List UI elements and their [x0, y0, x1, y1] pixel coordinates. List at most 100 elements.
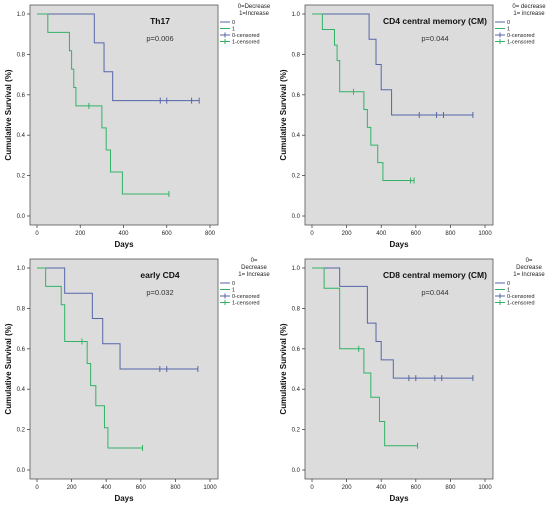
y-tick-label: 0.2	[292, 428, 301, 434]
y-tick-label: 0.2	[292, 174, 301, 180]
y-tick-label: 0.6	[292, 347, 301, 353]
x-tick-label: 0	[35, 231, 39, 237]
legend-title: Decrease	[516, 265, 542, 271]
y-tick-label: 0.4	[292, 133, 301, 139]
legend-entry: 1	[232, 288, 235, 294]
legend-entry: 1-censored	[232, 301, 260, 307]
legend-title: 0=	[526, 258, 533, 264]
x-tick-label: 200	[342, 485, 353, 491]
x-tick-label: 0	[310, 485, 314, 491]
km-plot: 0.0 0.2 0.4 0.6 0.8 1.0 0 200 400 600 800 1000 Days C…	[279, 258, 545, 503]
x-tick-label: 800	[445, 485, 456, 491]
x-axis-label: Days	[389, 240, 409, 249]
x-tick-label: 400	[376, 485, 387, 491]
chart-panel-early-cd4: 0.0 0.2 0.4 0.6 0.8 1.0 0 200 400 600 800 1000 Days C…	[0, 254, 275, 507]
p-value: p=0.044	[421, 34, 448, 43]
legend-entry: 0-censored	[232, 294, 260, 300]
legend-entry: 1-censored	[507, 40, 535, 46]
chart-title: CD8 central memory (CM)	[383, 270, 487, 280]
x-tick-label: 0	[310, 231, 314, 237]
x-tick-label: 400	[101, 485, 112, 491]
x-axis-label: Days	[114, 240, 134, 249]
x-tick-label: 200	[67, 485, 78, 491]
survival-curve-0	[312, 13, 473, 116]
legend-title: 0=	[251, 258, 258, 264]
km-plot: 0.0 0.2 0.4 0.6 0.8 1.0 0 200 400 600 800 1000 Days C…	[279, 4, 546, 249]
km-plot: 0.0 0.2 0.4 0.6 0.8 1.0 0 200 400 600 800 Days Cumul…	[4, 4, 271, 249]
x-tick-label: 800	[445, 231, 456, 237]
survival-curve-1	[312, 267, 418, 447]
chart-panel-cd8-cm: 0.0 0.2 0.4 0.6 0.8 1.0 0 200 400 600 800 1000 Days C…	[275, 254, 550, 507]
legend-title: 1=Increase	[239, 11, 270, 17]
legend-entry: 0-censored	[232, 33, 260, 39]
x-tick-label: 600	[136, 485, 147, 491]
y-tick-label: 0.0	[17, 468, 26, 474]
chart-title: Th17	[150, 16, 170, 26]
survival-curve-1	[37, 13, 169, 195]
legend-entry: 1	[507, 27, 510, 33]
x-tick-label: 600	[411, 231, 422, 237]
legend-title: 1= increase	[513, 11, 545, 17]
x-tick-label: 800	[205, 231, 216, 237]
chart-panel-cd4-cm: 0.0 0.2 0.4 0.6 0.8 1.0 0 200 400 600 800 1000 Days C…	[275, 0, 550, 253]
y-tick-label: 0.8	[292, 52, 301, 58]
legend-entry: 0	[507, 20, 510, 26]
x-axis-label: Days	[114, 494, 134, 503]
y-tick-label: 0.8	[292, 306, 301, 312]
legend-entry: 0	[232, 20, 235, 26]
x-axis-label: Days	[389, 494, 409, 503]
chart-title: CD4 central memory (CM)	[383, 16, 487, 26]
x-tick-label: 400	[118, 231, 129, 237]
y-tick-label: 0.8	[17, 52, 26, 58]
y-tick-label: 0.2	[17, 428, 26, 434]
legend-entry: 1	[232, 27, 235, 33]
legend-entry: 0	[507, 281, 510, 287]
km-plot: 0.0 0.2 0.4 0.6 0.8 1.0 0 200 400 600 800 1000 Days C…	[4, 258, 270, 503]
legend-entry: 0	[232, 281, 235, 287]
x-tick-label: 0	[35, 485, 39, 491]
y-axis-label: Cumulative Survival (%)	[4, 69, 13, 160]
p-value: p=0.044	[421, 288, 448, 297]
legend-entry: 0-censored	[507, 33, 535, 39]
y-tick-label: 0.0	[17, 214, 26, 220]
x-tick-label: 800	[170, 485, 181, 491]
y-tick-label: 1.0	[292, 12, 301, 18]
y-axis-label: Cumulative Survival (%)	[279, 323, 288, 414]
y-tick-label: 1.0	[17, 12, 26, 18]
x-tick-label: 600	[411, 485, 422, 491]
chart-title: early CD4	[140, 270, 179, 280]
legend-entry: 1-censored	[232, 40, 260, 46]
plot-area	[29, 4, 219, 226]
y-tick-label: 0.0	[292, 468, 301, 474]
x-tick-label: 600	[162, 231, 173, 237]
x-tick-label: 400	[376, 231, 387, 237]
p-value: p=0.006	[146, 34, 173, 43]
survival-curve-1	[37, 267, 143, 449]
y-tick-label: 0.0	[292, 214, 301, 220]
y-axis-label: Cumulative Survival (%)	[279, 69, 288, 160]
y-tick-label: 1.0	[17, 266, 26, 272]
legend-title: 1= Increase	[238, 272, 270, 278]
legend-title: 0= decrease	[512, 4, 546, 10]
x-tick-label: 1000	[203, 485, 217, 491]
legend-title: 1= Increase	[513, 272, 545, 278]
survival-curve-0	[312, 267, 473, 379]
plot-area	[304, 258, 494, 480]
x-tick-label: 1000	[478, 485, 492, 491]
survival-curve-0	[37, 267, 198, 370]
x-tick-label: 200	[342, 231, 353, 237]
chart-panel-th17: 0.0 0.2 0.4 0.6 0.8 1.0 0 200 400 600 800 Days Cumul…	[0, 0, 275, 253]
x-tick-label: 200	[75, 231, 86, 237]
y-tick-label: 0.2	[17, 174, 26, 180]
y-tick-label: 0.6	[17, 347, 26, 353]
y-axis-label: Cumulative Survival (%)	[4, 323, 13, 414]
p-value: p=0.032	[146, 288, 173, 297]
legend-entry: 0-censored	[507, 294, 535, 300]
legend-entry: 1	[507, 288, 510, 294]
legend-entry: 1-censored	[507, 301, 535, 307]
y-tick-label: 0.4	[17, 387, 26, 393]
y-tick-label: 0.6	[17, 93, 26, 99]
y-tick-label: 1.0	[292, 266, 301, 272]
y-tick-label: 0.4	[17, 133, 26, 139]
y-tick-label: 0.8	[17, 306, 26, 312]
